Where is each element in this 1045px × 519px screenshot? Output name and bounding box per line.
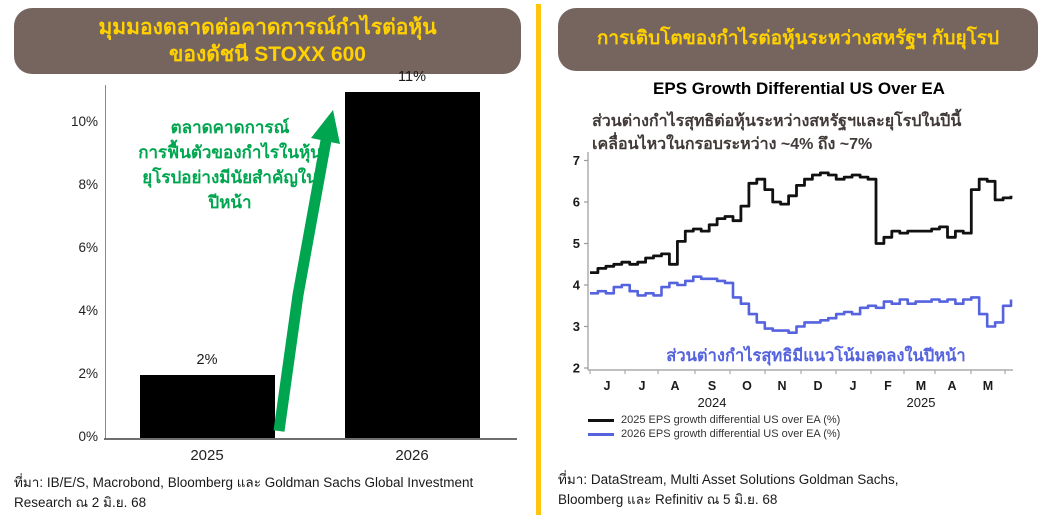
range-annotation-line1: ส่วนต่างกำไรสุทธิต่อหุ้นระหว่างสหรัฐฯและ… <box>592 113 962 130</box>
ytick-label: 5 <box>573 236 580 251</box>
bar-chart-y-axis <box>105 85 106 439</box>
vertical-divider <box>536 4 541 515</box>
year-label: 2025 <box>907 395 936 410</box>
range-annotation: ส่วนต่างกำไรสุทธิต่อหุ้นระหว่างสหรัฐฯและ… <box>592 111 1032 156</box>
month-label: N <box>777 379 786 393</box>
month-label: A <box>670 379 679 393</box>
right-panel-title-text: การเติบโตของกำไรต่อหุ้นระหว่างสหรัฐฯ กับ… <box>596 28 1000 50</box>
eps-line-chart: 7 6 5 4 3 2 J J A S O N D J F M A M 2024 2025 <box>573 152 1013 410</box>
range-annotation-line2: เคลื่อนไหวในกรอบระหว่าง ~4% ถึง ~7% <box>592 135 873 153</box>
left-panel-title-line2: ของดัชนี STOXX 600 <box>169 43 366 66</box>
bar-chart-ytick: 2% <box>78 366 98 381</box>
declining-trend-annotation: ส่วนต่างกำไรสุทธิมีแนวโน้มลดลงในปีหน้า <box>666 347 966 365</box>
annotation-line: ยุโรปอย่างมีนัยสำคัญใน <box>142 167 318 187</box>
month-label: O <box>742 379 752 393</box>
bar-value-label: 11% <box>398 68 426 85</box>
year-label: 2024 <box>698 395 727 410</box>
right-panel-title: การเติบโตของกำไรต่อหุ้นระหว่างสหรัฐฯ กับ… <box>558 8 1038 71</box>
bar-value-label: 2% <box>196 352 218 368</box>
month-label: M <box>983 379 993 393</box>
bar-chart-ytick: 4% <box>78 303 98 318</box>
chart-legend: 2025 EPS growth differential US over EA … <box>588 413 908 441</box>
bar-chart-ytick: 6% <box>78 240 98 255</box>
ytick-label: 6 <box>573 195 580 210</box>
market-expectation-annotation: ตลาดคาดการณ์ การฟื้นตัวของกำไรในหุ้น ยุโ… <box>110 116 350 216</box>
right-source-line2: Bloomberg และ Refinitiv ณ 5 มิ.ย. 68 <box>558 491 778 507</box>
bar-chart-ytick: 8% <box>78 177 98 192</box>
left-source-line2: Research ณ 2 มิ.ย. 68 <box>14 494 147 510</box>
bar-category-label: 2026 <box>395 447 429 464</box>
ytick-label: 7 <box>573 153 580 168</box>
right-source-line1: ที่มา: DataStream, Multi Asset Solutions… <box>558 472 899 487</box>
month-label: J <box>639 379 646 393</box>
ytick-label: 4 <box>573 278 581 293</box>
legend-swatch-2025-line-icon <box>588 418 614 422</box>
legend-label-2026: 2026 EPS growth differential US over EA … <box>621 428 841 440</box>
month-label: S <box>708 379 716 393</box>
legend-swatch-2026-line-icon <box>588 432 614 436</box>
bar-chart-ytick: 0% <box>78 429 98 444</box>
bar-2025 <box>140 375 275 438</box>
month-label: D <box>813 379 822 393</box>
stoxx600-eps-bar-chart: 0% 2% 4% 6% 8% 10% 2% 2025 11% 2026 <box>70 68 517 464</box>
left-source-note: ที่มา: IB/E/S, Macrobond, Bloomberg และ … <box>14 473 514 512</box>
month-label: M <box>916 379 926 393</box>
month-label: A <box>947 379 956 393</box>
annotation-line: การฟื้นตัวของกำไรในหุ้น <box>138 142 322 162</box>
legend-row-2025: 2025 EPS growth differential US over EA … <box>588 413 908 427</box>
ytick-label: 2 <box>573 361 580 376</box>
left-panel-title-line1: มุมมองตลาดต่อคาดการณ์กำไรต่อหุ้น <box>98 15 437 39</box>
bar-chart-ytick: 10% <box>70 114 98 129</box>
legend-label-2025: 2025 EPS growth differential US over EA … <box>621 414 841 426</box>
eps-chart-title: EPS Growth Differential US Over EA <box>653 79 945 98</box>
month-label: J <box>604 379 611 393</box>
series-line-2026 <box>590 275 1013 334</box>
bar-chart-x-axis <box>104 438 517 440</box>
legend-row-2026: 2026 EPS growth differential US over EA … <box>588 427 908 441</box>
series-line-2025 <box>590 171 1013 274</box>
left-panel-title: มุมมองตลาดต่อคาดการณ์กำไรต่อหุ้น ของดัชน… <box>14 8 521 74</box>
ytick-label: 3 <box>573 319 580 334</box>
left-source-line1: ที่มา: IB/E/S, Macrobond, Bloomberg และ … <box>14 475 474 490</box>
bar-category-label: 2025 <box>190 447 224 464</box>
annotation-line: ปีหน้า <box>208 192 252 212</box>
month-label: F <box>884 379 892 393</box>
right-source-note: ที่มา: DataStream, Multi Asset Solutions… <box>558 470 1028 509</box>
annotation-line: ตลาดคาดการณ์ <box>170 118 290 137</box>
bar-2026 <box>345 91 480 438</box>
month-label: J <box>850 379 857 393</box>
